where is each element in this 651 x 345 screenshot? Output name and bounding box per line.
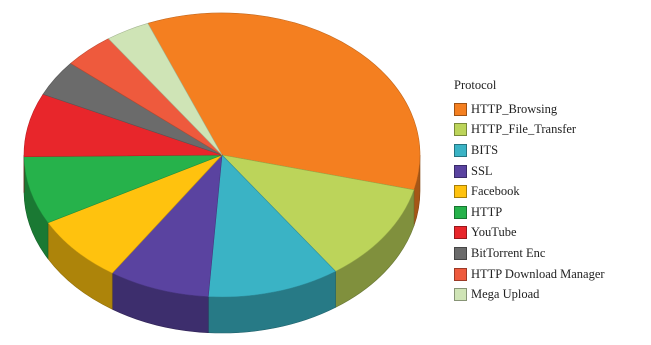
legend-label: HTTP_Browsing	[471, 101, 558, 116]
pie-slice-http-file-transfer	[221, 154, 415, 272]
pie-tops	[23, 12, 421, 298]
legend-label: SSL	[471, 163, 493, 178]
legend-swatch	[454, 246, 467, 260]
legend-item-http-browsing: HTTP_Browsing	[454, 99, 605, 120]
legend-label: HTTP Download Manager	[471, 266, 605, 281]
legend-item-bits: BITS	[454, 140, 605, 161]
pie-slice-bits	[207, 154, 337, 298]
pie-slice-http	[23, 154, 223, 224]
legend-label: HTTP	[471, 204, 503, 219]
legend-item-facebook: Facebook	[454, 181, 605, 202]
legend-label: HTTP_File_Transfer	[471, 122, 577, 137]
legend-swatch	[454, 123, 467, 137]
legend-item-youtube: YouTube	[454, 223, 605, 244]
pie-sides	[23, 154, 421, 334]
legend-item-http-file-transfer: HTTP_File_Transfer	[454, 120, 605, 141]
legend-item-http: HTTP	[454, 202, 605, 223]
legend-swatch	[454, 226, 467, 240]
legend-label: Facebook	[471, 184, 520, 199]
legend-item-ssl: SSL	[454, 161, 605, 182]
legend-item-bittorrent-enc: BitTorrent Enc	[454, 243, 605, 264]
legend-items: HTTP_Browsing HTTP_File_Transfer BITS SSL Fa…	[454, 99, 605, 305]
legend-label: BITS	[471, 142, 499, 157]
legend-label: BitTorrent Enc	[471, 245, 546, 260]
pie-slice-mega-upload	[107, 22, 223, 156]
pie-slice-facebook	[47, 154, 223, 274]
legend-swatch	[454, 143, 467, 157]
legend: Protocol HTTP_Browsing HTTP_File_Transfer…	[454, 78, 605, 305]
pie-slice-ssl	[111, 154, 223, 297]
legend-label: YouTube	[471, 225, 517, 240]
legend-swatch	[454, 164, 467, 178]
legend-swatch	[454, 185, 467, 199]
legend-item-mega-upload: Mega Upload	[454, 284, 605, 305]
legend-item-http-download-manager: HTTP Download Manager	[454, 264, 605, 285]
legend-label: Mega Upload	[471, 287, 540, 302]
legend-swatch	[454, 267, 467, 281]
legend-title: Protocol	[454, 78, 497, 92]
legend-swatch	[454, 205, 467, 219]
legend-swatch	[454, 102, 467, 116]
pie-slice-http-browsing	[147, 12, 421, 191]
legend-swatch	[454, 288, 467, 302]
